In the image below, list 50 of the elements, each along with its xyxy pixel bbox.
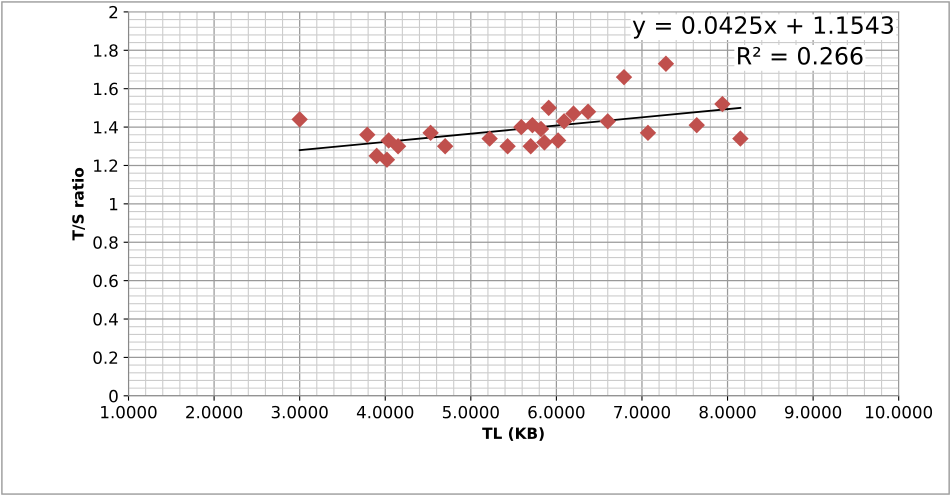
y-axis-title: T/S ratio	[72, 168, 85, 240]
y-tick-label: 1.6	[94, 82, 118, 96]
point	[359, 126, 376, 143]
y-tick-label: 1.8	[94, 44, 118, 57]
point	[499, 138, 516, 154]
y-tick-label: 1.4	[94, 121, 118, 134]
point	[658, 56, 674, 72]
point	[532, 120, 550, 138]
annotation: R² = 0.266	[738, 46, 863, 65]
point	[540, 100, 557, 116]
point	[522, 138, 539, 154]
point	[714, 96, 731, 112]
point	[565, 105, 582, 122]
x-tick-label: 9.0000	[785, 406, 842, 418]
x-tick-label: 8.0000	[700, 406, 756, 418]
point	[380, 132, 397, 149]
point	[580, 104, 596, 120]
point	[368, 148, 385, 164]
point	[600, 113, 616, 130]
y-tick-label: 2	[109, 6, 118, 18]
point	[291, 111, 308, 128]
y-tick-label: 0.2	[93, 351, 118, 364]
point	[378, 151, 396, 168]
point	[436, 138, 454, 154]
x-tick-label: 5.0000	[442, 406, 499, 418]
x-tick-label: 6.0000	[528, 406, 584, 418]
point	[550, 132, 566, 149]
y-tick-label: 0.4	[93, 312, 118, 326]
point	[536, 134, 553, 151]
point	[732, 130, 749, 147]
y-tick-label: 0	[109, 390, 118, 402]
x-tick-label: 4.0000	[356, 406, 414, 418]
y-tick-label: 1.2	[94, 159, 118, 172]
x-tick-label: 1.0000	[101, 406, 157, 418]
x-tick-label: 7.0000	[614, 406, 670, 418]
x-tick-label: 3.0000	[272, 406, 328, 418]
y-tick-label: 0.6	[93, 274, 118, 288]
annotation: y = 0.0425x + 1.1543	[632, 16, 893, 39]
point	[616, 68, 632, 86]
x-tick-label: 10.0000	[866, 406, 932, 418]
point	[640, 124, 656, 142]
point	[481, 130, 498, 147]
x-tick-label: 2.0000	[186, 406, 242, 418]
y-tick-label: 0.8	[93, 236, 118, 249]
point	[390, 138, 406, 154]
point	[422, 124, 439, 142]
point	[556, 113, 572, 130]
y-tick-label: 1	[110, 198, 118, 210]
x-axis-title: TL (KB)	[482, 427, 544, 441]
point	[688, 116, 705, 134]
